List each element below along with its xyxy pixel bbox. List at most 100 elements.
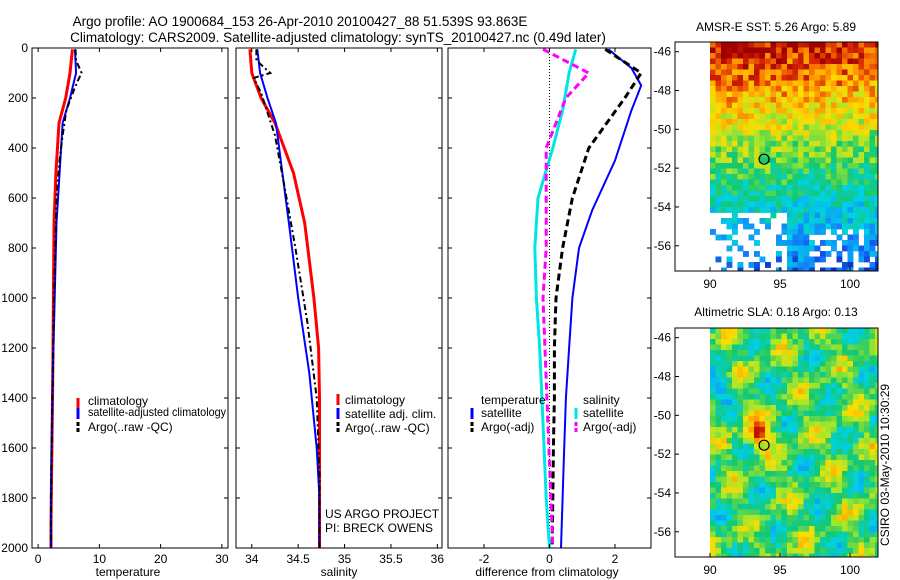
map-cell — [858, 405, 865, 411]
map-cell — [875, 509, 878, 516]
argo-float-position-marker — [758, 439, 770, 451]
map-cell — [853, 427, 859, 433]
map-cell — [710, 471, 716, 477]
map-cell — [792, 80, 799, 87]
map-cell — [765, 416, 771, 422]
map-cell — [759, 113, 766, 120]
map-cell — [737, 113, 744, 120]
map-cell — [858, 58, 865, 65]
map-cell — [809, 531, 815, 538]
map-cell — [792, 372, 799, 378]
map-cell — [748, 97, 755, 103]
map-cell — [847, 234, 854, 241]
map-cell — [710, 130, 716, 136]
title-line-2: Climatology: CARS2009. Satellite-adjuste… — [70, 30, 606, 45]
map-cell — [748, 196, 755, 202]
map-cell — [726, 168, 733, 175]
map-cell — [831, 179, 837, 186]
map-cell — [732, 476, 738, 483]
map-cell — [721, 465, 727, 472]
sst-map-title: AMSR-E SST: 5.26 Argo: 5.89 — [696, 20, 856, 34]
map-cell — [847, 460, 854, 466]
map-cell — [842, 553, 848, 557]
map-cell — [726, 163, 733, 169]
map-cell — [726, 388, 733, 395]
x-tick-label: 90 — [703, 277, 717, 291]
map-cell — [798, 427, 804, 433]
map-cell — [732, 174, 738, 180]
map-cell — [748, 515, 755, 521]
map-cell — [792, 102, 799, 109]
map-cell — [875, 267, 878, 271]
map-cell — [836, 487, 843, 494]
map-cell — [759, 394, 766, 400]
map-cell — [858, 460, 865, 466]
map-cell — [864, 333, 870, 340]
map-cell — [842, 262, 848, 268]
map-cell — [869, 443, 876, 450]
map-cell — [831, 207, 837, 213]
map-cell — [781, 339, 788, 345]
map-cell — [726, 465, 733, 472]
map-cell — [743, 339, 749, 345]
map-cell — [803, 262, 810, 268]
map-cell — [858, 251, 865, 257]
map-cell — [748, 388, 755, 395]
map-cell — [792, 339, 799, 345]
map-cell — [743, 487, 749, 494]
map-cell — [869, 91, 876, 98]
map-cell — [864, 548, 870, 554]
map-cell — [715, 152, 722, 158]
map-cell — [721, 91, 727, 98]
map-cell — [809, 108, 815, 114]
map-cell — [715, 86, 722, 92]
map-cell — [792, 223, 799, 230]
map-cell — [864, 218, 870, 224]
map-cell — [737, 168, 744, 175]
map-cell — [787, 443, 793, 450]
map-cell — [842, 476, 848, 483]
map-cell — [726, 542, 733, 549]
map-cell — [781, 86, 788, 92]
map-cell — [759, 185, 766, 191]
map-cell — [836, 108, 843, 114]
map-cell — [754, 267, 760, 271]
map-cell — [820, 179, 826, 186]
map-cell — [825, 58, 832, 65]
map-cell — [721, 141, 727, 147]
map-cell — [809, 350, 815, 356]
map-cell — [798, 465, 804, 472]
map-cell — [781, 146, 788, 153]
map-cell — [715, 47, 722, 54]
map-cell — [787, 515, 793, 521]
map-cell — [765, 108, 771, 114]
map-cell — [765, 130, 771, 136]
map-cell — [781, 75, 788, 81]
map-cell — [754, 168, 760, 175]
map-cell — [765, 119, 771, 125]
map-cell — [803, 366, 810, 373]
map-cell — [853, 86, 859, 92]
map-cell — [831, 223, 837, 230]
map-cell — [820, 471, 826, 477]
map-cell — [732, 168, 738, 175]
map-cell — [858, 509, 865, 516]
map-cell — [754, 190, 760, 197]
map-cell — [798, 229, 804, 235]
map-cell — [765, 394, 771, 400]
map-cell — [825, 119, 832, 125]
map-cell — [759, 75, 766, 81]
map-cell — [831, 520, 837, 527]
map-cell — [748, 339, 755, 345]
map-cell — [776, 465, 782, 472]
map-cell — [831, 537, 837, 543]
map-cell — [754, 179, 760, 186]
map-cell — [820, 493, 826, 499]
map-cell — [798, 262, 804, 268]
map-cell — [836, 64, 843, 70]
map-cell — [770, 146, 777, 153]
map-cell — [721, 460, 727, 466]
x-tick-label: 34 — [245, 552, 259, 566]
map-cell — [759, 355, 766, 362]
map-cell — [754, 113, 760, 120]
